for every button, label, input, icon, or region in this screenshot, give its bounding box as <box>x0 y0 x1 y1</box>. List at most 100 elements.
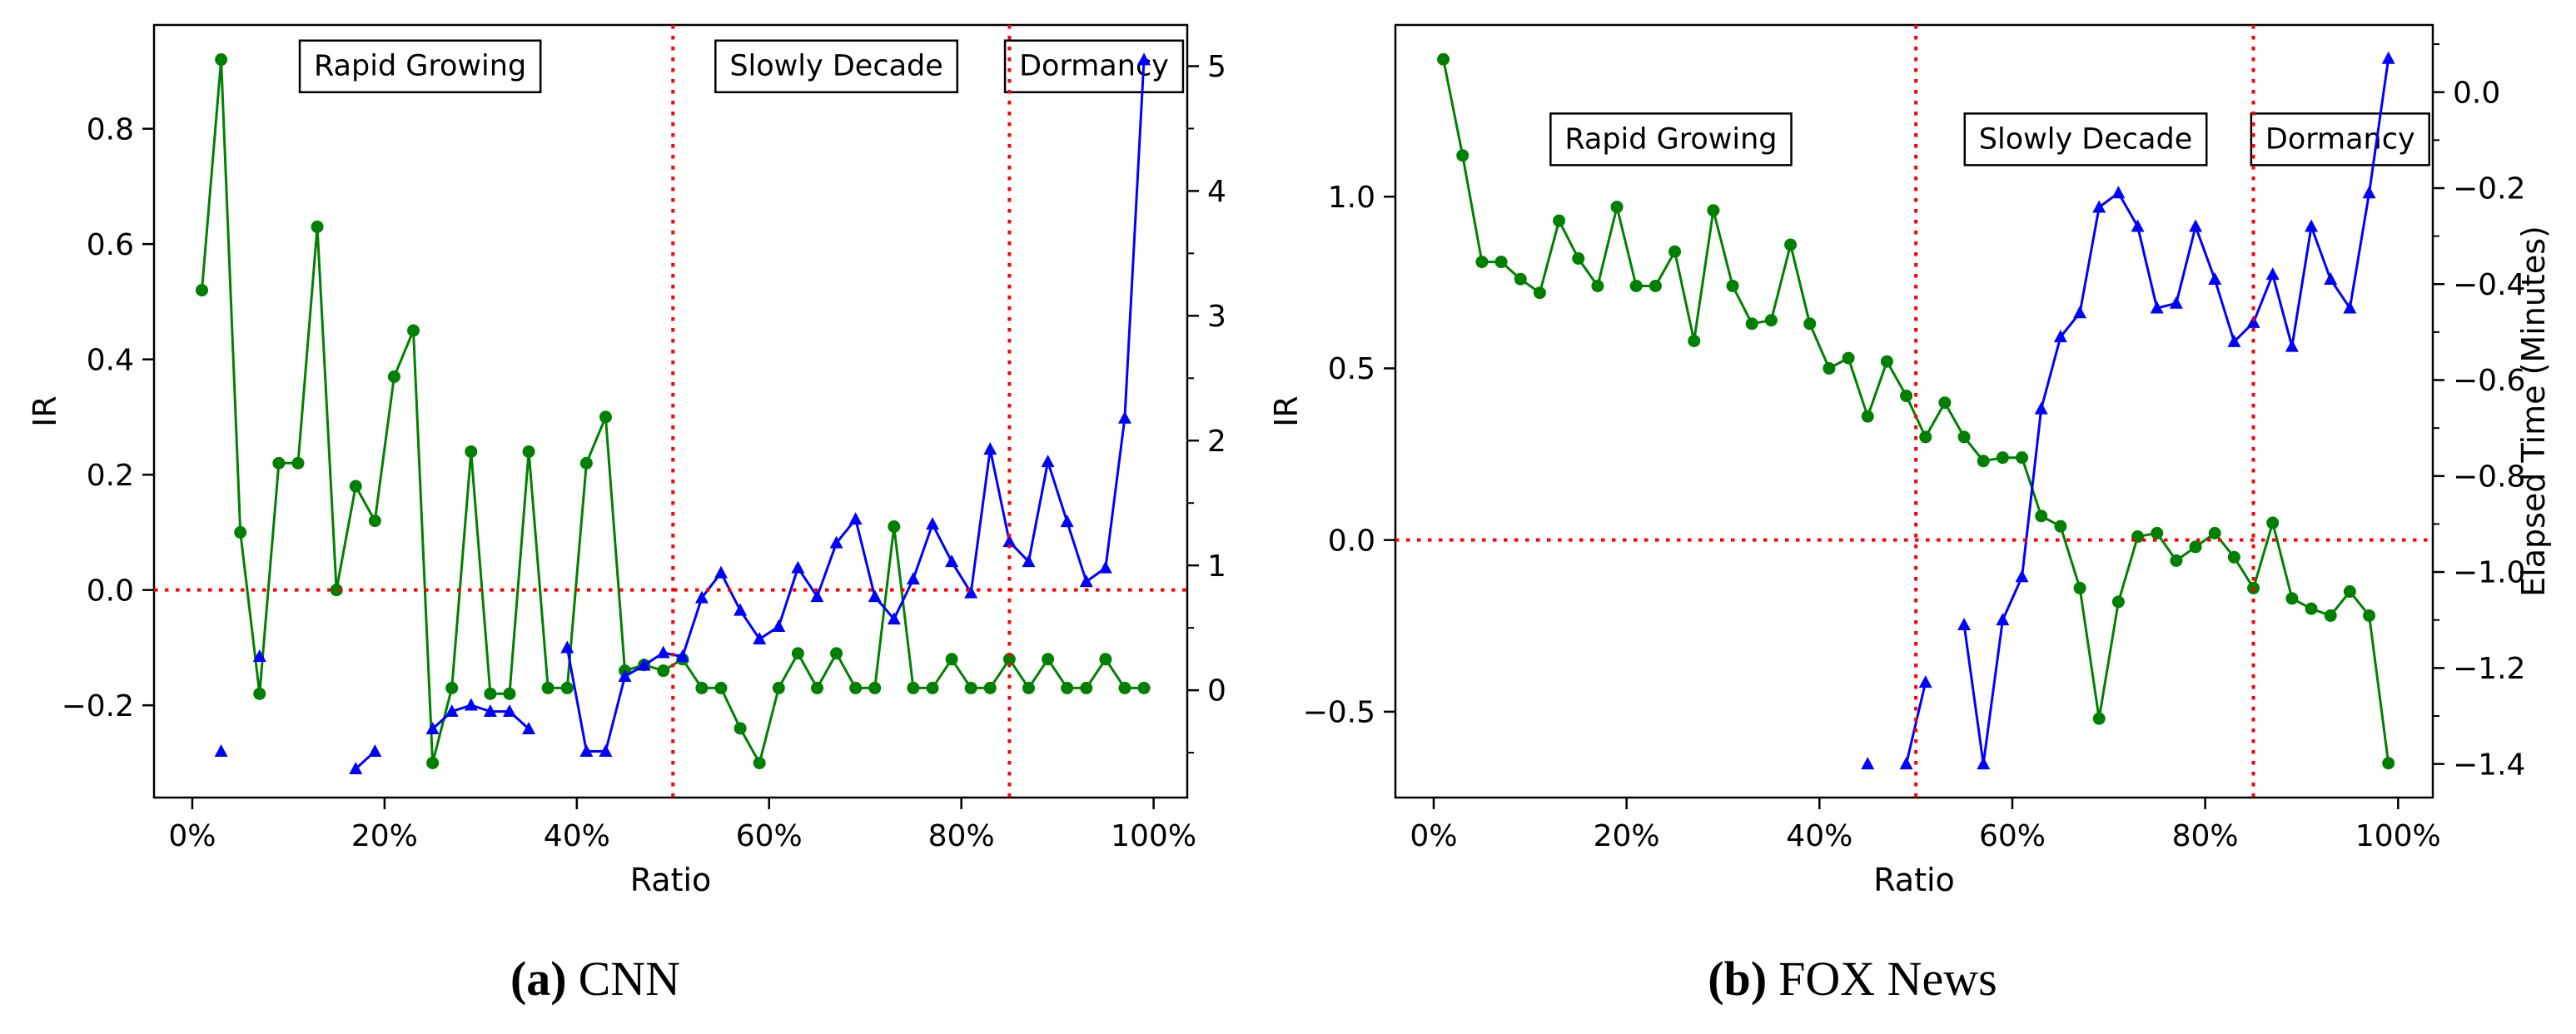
cnn-y-right-tick-label: 5 <box>1207 50 1226 84</box>
data-point-circle <box>868 681 882 694</box>
fox-y-left-axis-label: IR <box>1268 395 1305 427</box>
data-point-circle <box>810 681 823 694</box>
data-point-circle <box>2305 602 2318 615</box>
data-point-triangle <box>2343 301 2357 314</box>
data-point-circle <box>1957 430 1971 444</box>
data-point-triangle <box>368 743 382 757</box>
data-point-circle <box>1118 681 1131 694</box>
cnn-plot-border <box>152 23 1189 799</box>
data-point-triangle <box>2381 51 2395 64</box>
data-point-triangle <box>637 658 651 671</box>
data-point-circle <box>983 681 997 694</box>
cnn-y-right-tick-label: 2 <box>1207 425 1226 459</box>
data-point-triangle <box>483 704 497 718</box>
data-point-triangle <box>252 649 266 663</box>
data-point-triangle <box>349 761 363 774</box>
data-point-circle <box>791 647 804 660</box>
data-point-triangle <box>983 442 997 455</box>
data-point-circle <box>1610 201 1624 214</box>
data-point-circle <box>1996 451 2009 465</box>
data-point-circle <box>1080 681 1093 694</box>
data-point-triangle <box>945 554 959 568</box>
caption-b-label: (b) <box>1708 952 1768 1006</box>
data-point-circle <box>1823 361 1836 375</box>
fox-y-right-tick-label: −0.4 <box>2453 268 2525 302</box>
data-point-circle <box>1842 351 1855 365</box>
data-point-circle <box>291 456 305 470</box>
data-point-circle <box>657 664 670 678</box>
fox-y-right-tick-label: −1.2 <box>2453 652 2525 686</box>
data-point-circle <box>1707 204 1720 217</box>
data-point-triangle <box>445 704 459 718</box>
cnn-x-tick-label: 100% <box>1111 819 1196 853</box>
data-point-circle <box>407 324 420 337</box>
data-point-triangle <box>2034 401 2048 415</box>
data-point-triangle <box>1060 515 1074 528</box>
data-point-circle <box>1629 279 1643 292</box>
data-point-circle <box>734 722 747 735</box>
cnn-IR-line <box>201 58 1144 764</box>
fox-x-tick-label: 80% <box>2172 819 2239 853</box>
data-point-triangle <box>2015 569 2029 583</box>
caption-a-text: CNN <box>578 952 681 1006</box>
data-point-triangle <box>522 721 536 734</box>
fox-annotation-label-2: Dormancy <box>2265 122 2415 156</box>
data-point-circle <box>2054 519 2067 533</box>
data-point-circle <box>541 681 554 694</box>
cnn-x-tick-label: 60% <box>736 819 803 853</box>
data-point-triangle <box>829 535 843 549</box>
data-point-circle <box>1099 653 1112 666</box>
cnn-annotation-box-2 <box>1003 39 1185 93</box>
data-point-triangle <box>214 743 228 757</box>
data-point-circle <box>1137 681 1151 694</box>
data-point-circle <box>1900 389 1913 402</box>
data-point-triangle <box>579 743 594 757</box>
data-point-circle <box>695 681 709 694</box>
data-point-triangle <box>1977 757 1991 770</box>
data-point-circle <box>272 456 286 470</box>
data-point-triangle <box>1918 675 1932 689</box>
data-point-circle <box>2285 592 2299 605</box>
data-point-circle <box>1861 410 1874 423</box>
fox-y-right-tick-label: −1.4 <box>2453 748 2525 782</box>
data-point-circle <box>1938 396 1952 410</box>
fox-annotation-label-0: Rapid Growing <box>1564 122 1777 156</box>
data-point-circle <box>1533 286 1546 300</box>
data-point-triangle <box>753 632 767 645</box>
data-point-circle <box>1803 317 1817 331</box>
data-point-triangle <box>618 669 632 683</box>
data-point-circle <box>907 681 920 694</box>
data-point-triangle <box>464 698 478 711</box>
data-point-circle <box>484 687 497 700</box>
data-point-circle <box>772 681 785 694</box>
data-point-circle <box>330 584 343 597</box>
data-point-circle <box>2382 757 2395 770</box>
cnn-y-right-tick-label: 0 <box>1207 674 1226 708</box>
cnn-elapsed-series <box>214 52 1151 774</box>
fox-chart: 0% 20% 40% 60% 80% 100% Ratio −0.5 0.0 0.5 1.0 IR 0.… <box>1268 23 2552 898</box>
data-point-circle <box>1042 653 1055 666</box>
data-point-triangle <box>2073 306 2087 319</box>
data-point-circle <box>311 220 324 233</box>
data-point-triangle <box>1079 574 1093 588</box>
cnn-ir-series <box>196 53 1151 769</box>
data-point-circle <box>888 520 901 534</box>
data-point-circle <box>1764 314 1778 327</box>
data-point-triangle <box>2131 219 2145 232</box>
data-point-circle <box>2363 609 2376 622</box>
fox-y-right-tick-label: −1.0 <box>2453 556 2525 590</box>
fox-y-left-tick-label: −0.5 <box>1303 695 1375 729</box>
fox-y-right-tick-label: −0.6 <box>2453 364 2525 398</box>
data-point-triangle <box>1117 410 1131 424</box>
data-point-triangle <box>714 565 729 579</box>
data-point-circle <box>1688 334 1701 347</box>
cnn-annotation-label-0: Rapid Growing <box>314 50 526 83</box>
data-point-triangle <box>1002 534 1017 548</box>
data-point-triangle <box>1861 757 1875 770</box>
data-point-triangle <box>2246 315 2260 328</box>
data-point-triangle <box>2111 186 2126 199</box>
data-point-circle <box>2170 554 2183 567</box>
data-point-triangle <box>502 704 516 718</box>
data-point-triangle <box>1022 554 1036 568</box>
cnn-annotation-box-0 <box>298 39 542 93</box>
